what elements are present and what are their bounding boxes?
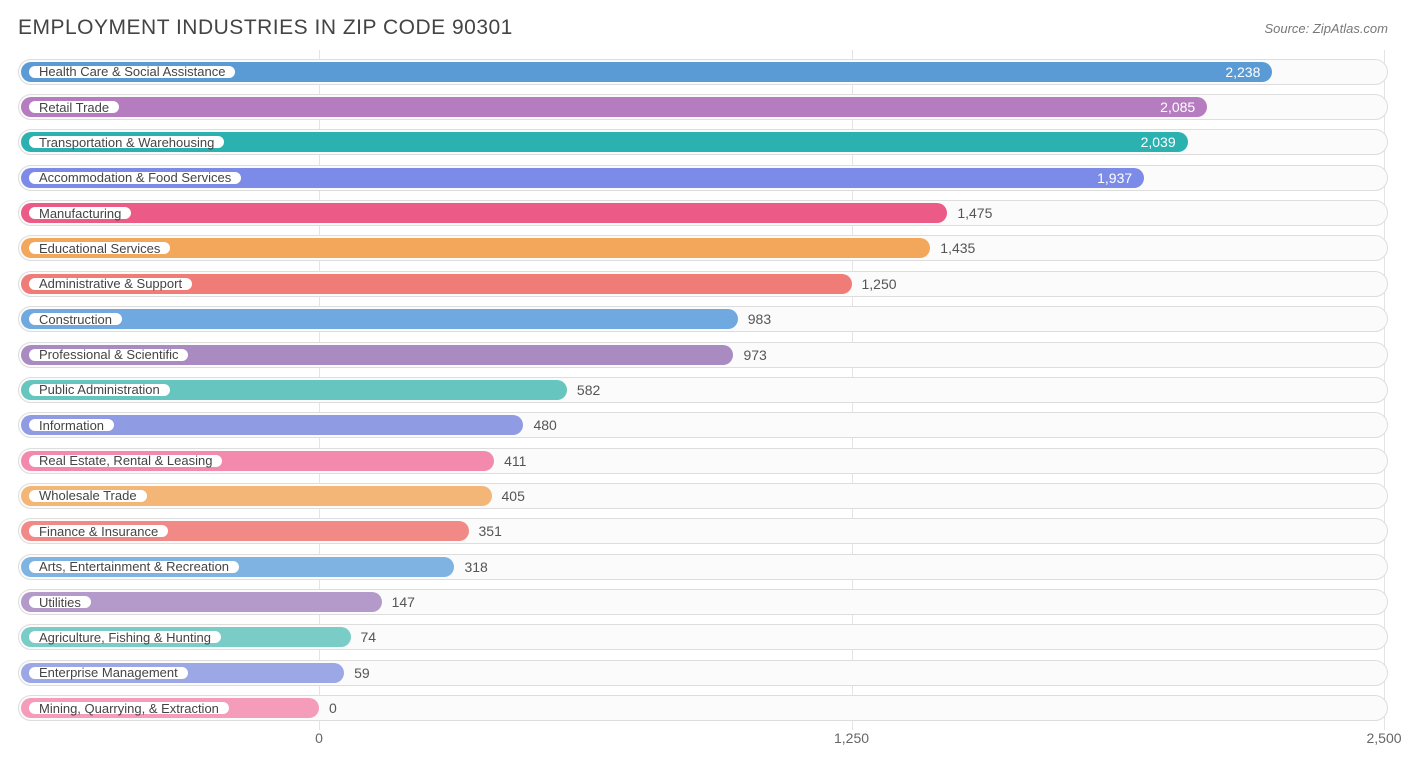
bar-category-label: Enterprise Management (27, 665, 190, 681)
bar-category-label: Retail Trade (27, 99, 121, 115)
bar-row: Enterprise Management 59 (18, 659, 1388, 687)
bar-row: Wholesale Trade 405 (18, 482, 1388, 510)
bar-value-label: 405 (502, 482, 525, 510)
bar-category-label: Educational Services (27, 240, 172, 256)
source-name: ZipAtlas.com (1313, 21, 1388, 36)
bar-row: Utilities 147 (18, 588, 1388, 616)
bar-value-label: 2,039 (1141, 128, 1176, 156)
bar-row: Finance & Insurance 351 (18, 517, 1388, 545)
bar-category-label: Arts, Entertainment & Recreation (27, 559, 241, 575)
bar-row: Agriculture, Fishing & Hunting 74 (18, 623, 1388, 651)
bar-row: Public Administration 582 (18, 376, 1388, 404)
bar-value-label: 582 (577, 376, 600, 404)
bar-row: Construction 983 (18, 305, 1388, 333)
bar-value-label: 1,937 (1097, 164, 1132, 192)
bar-value-label: 983 (748, 305, 771, 333)
bar-row: Retail Trade 2,085 (18, 93, 1388, 121)
bar-row: Accommodation & Food Services 1,937 (18, 164, 1388, 192)
bar-row: Information 480 (18, 411, 1388, 439)
bar-value-label: 1,475 (957, 199, 992, 227)
bar-category-label: Accommodation & Food Services (27, 170, 243, 186)
bar-category-label: Mining, Quarrying, & Extraction (27, 700, 231, 716)
bar-category-label: Finance & Insurance (27, 523, 170, 539)
bar-row: Real Estate, Rental & Leasing 411 (18, 447, 1388, 475)
source-prefix: Source: (1264, 21, 1312, 36)
bar-row: Educational Services 1,435 (18, 234, 1388, 262)
x-tick-label: 2,500 (1366, 730, 1401, 746)
bar-category-label: Professional & Scientific (27, 347, 190, 363)
bar-category-label: Information (27, 417, 116, 433)
bar-value-label: 2,085 (1160, 93, 1195, 121)
bar-row: Health Care & Social Assistance 2,238 (18, 58, 1388, 86)
bar (21, 309, 738, 329)
x-axis: 01,2502,500 (18, 730, 1388, 750)
x-tick-label: 1,250 (834, 730, 869, 746)
bar-value-label: 351 (479, 517, 502, 545)
bar-category-label: Utilities (27, 594, 93, 610)
bar-row: Professional & Scientific 973 (18, 341, 1388, 369)
bar-category-label: Public Administration (27, 382, 172, 398)
x-tick-label: 0 (315, 730, 323, 746)
bar-category-label: Health Care & Social Assistance (27, 64, 237, 80)
bar (21, 203, 947, 223)
bar-value-label: 1,435 (940, 234, 975, 262)
chart-source: Source: ZipAtlas.com (1264, 21, 1388, 36)
bar-category-label: Agriculture, Fishing & Hunting (27, 629, 223, 645)
bar-category-label: Construction (27, 311, 124, 327)
bar-value-label: 147 (392, 588, 415, 616)
bar-value-label: 0 (329, 694, 337, 722)
bar (21, 97, 1207, 117)
plot-area: Health Care & Social Assistance 2,238 Reta… (18, 50, 1388, 750)
bar-value-label: 1,250 (862, 270, 897, 298)
bar-value-label: 59 (354, 659, 370, 687)
bars-container: Health Care & Social Assistance 2,238 Reta… (18, 50, 1388, 730)
bar-row: Arts, Entertainment & Recreation 318 (18, 553, 1388, 581)
bar-row: Administrative & Support 1,250 (18, 270, 1388, 298)
bar-row: Mining, Quarrying, & Extraction 0 (18, 694, 1388, 722)
bar-category-label: Transportation & Warehousing (27, 134, 226, 150)
bar-value-label: 2,238 (1225, 58, 1260, 86)
bar-category-label: Manufacturing (27, 205, 133, 221)
bar-value-label: 74 (361, 623, 377, 651)
chart-title: EMPLOYMENT INDUSTRIES IN ZIP CODE 90301 (18, 16, 513, 40)
bar-value-label: 318 (464, 553, 487, 581)
employment-chart: EMPLOYMENT INDUSTRIES IN ZIP CODE 90301 … (0, 0, 1406, 776)
bar-row: Manufacturing 1,475 (18, 199, 1388, 227)
bar-category-label: Real Estate, Rental & Leasing (27, 453, 224, 469)
bar-category-label: Wholesale Trade (27, 488, 149, 504)
chart-header: EMPLOYMENT INDUSTRIES IN ZIP CODE 90301 … (18, 12, 1388, 44)
bar-row: Transportation & Warehousing 2,039 (18, 128, 1388, 156)
bar-category-label: Administrative & Support (27, 276, 194, 292)
bar-value-label: 973 (743, 341, 766, 369)
bar-value-label: 480 (533, 411, 556, 439)
bar-value-label: 411 (504, 447, 526, 475)
